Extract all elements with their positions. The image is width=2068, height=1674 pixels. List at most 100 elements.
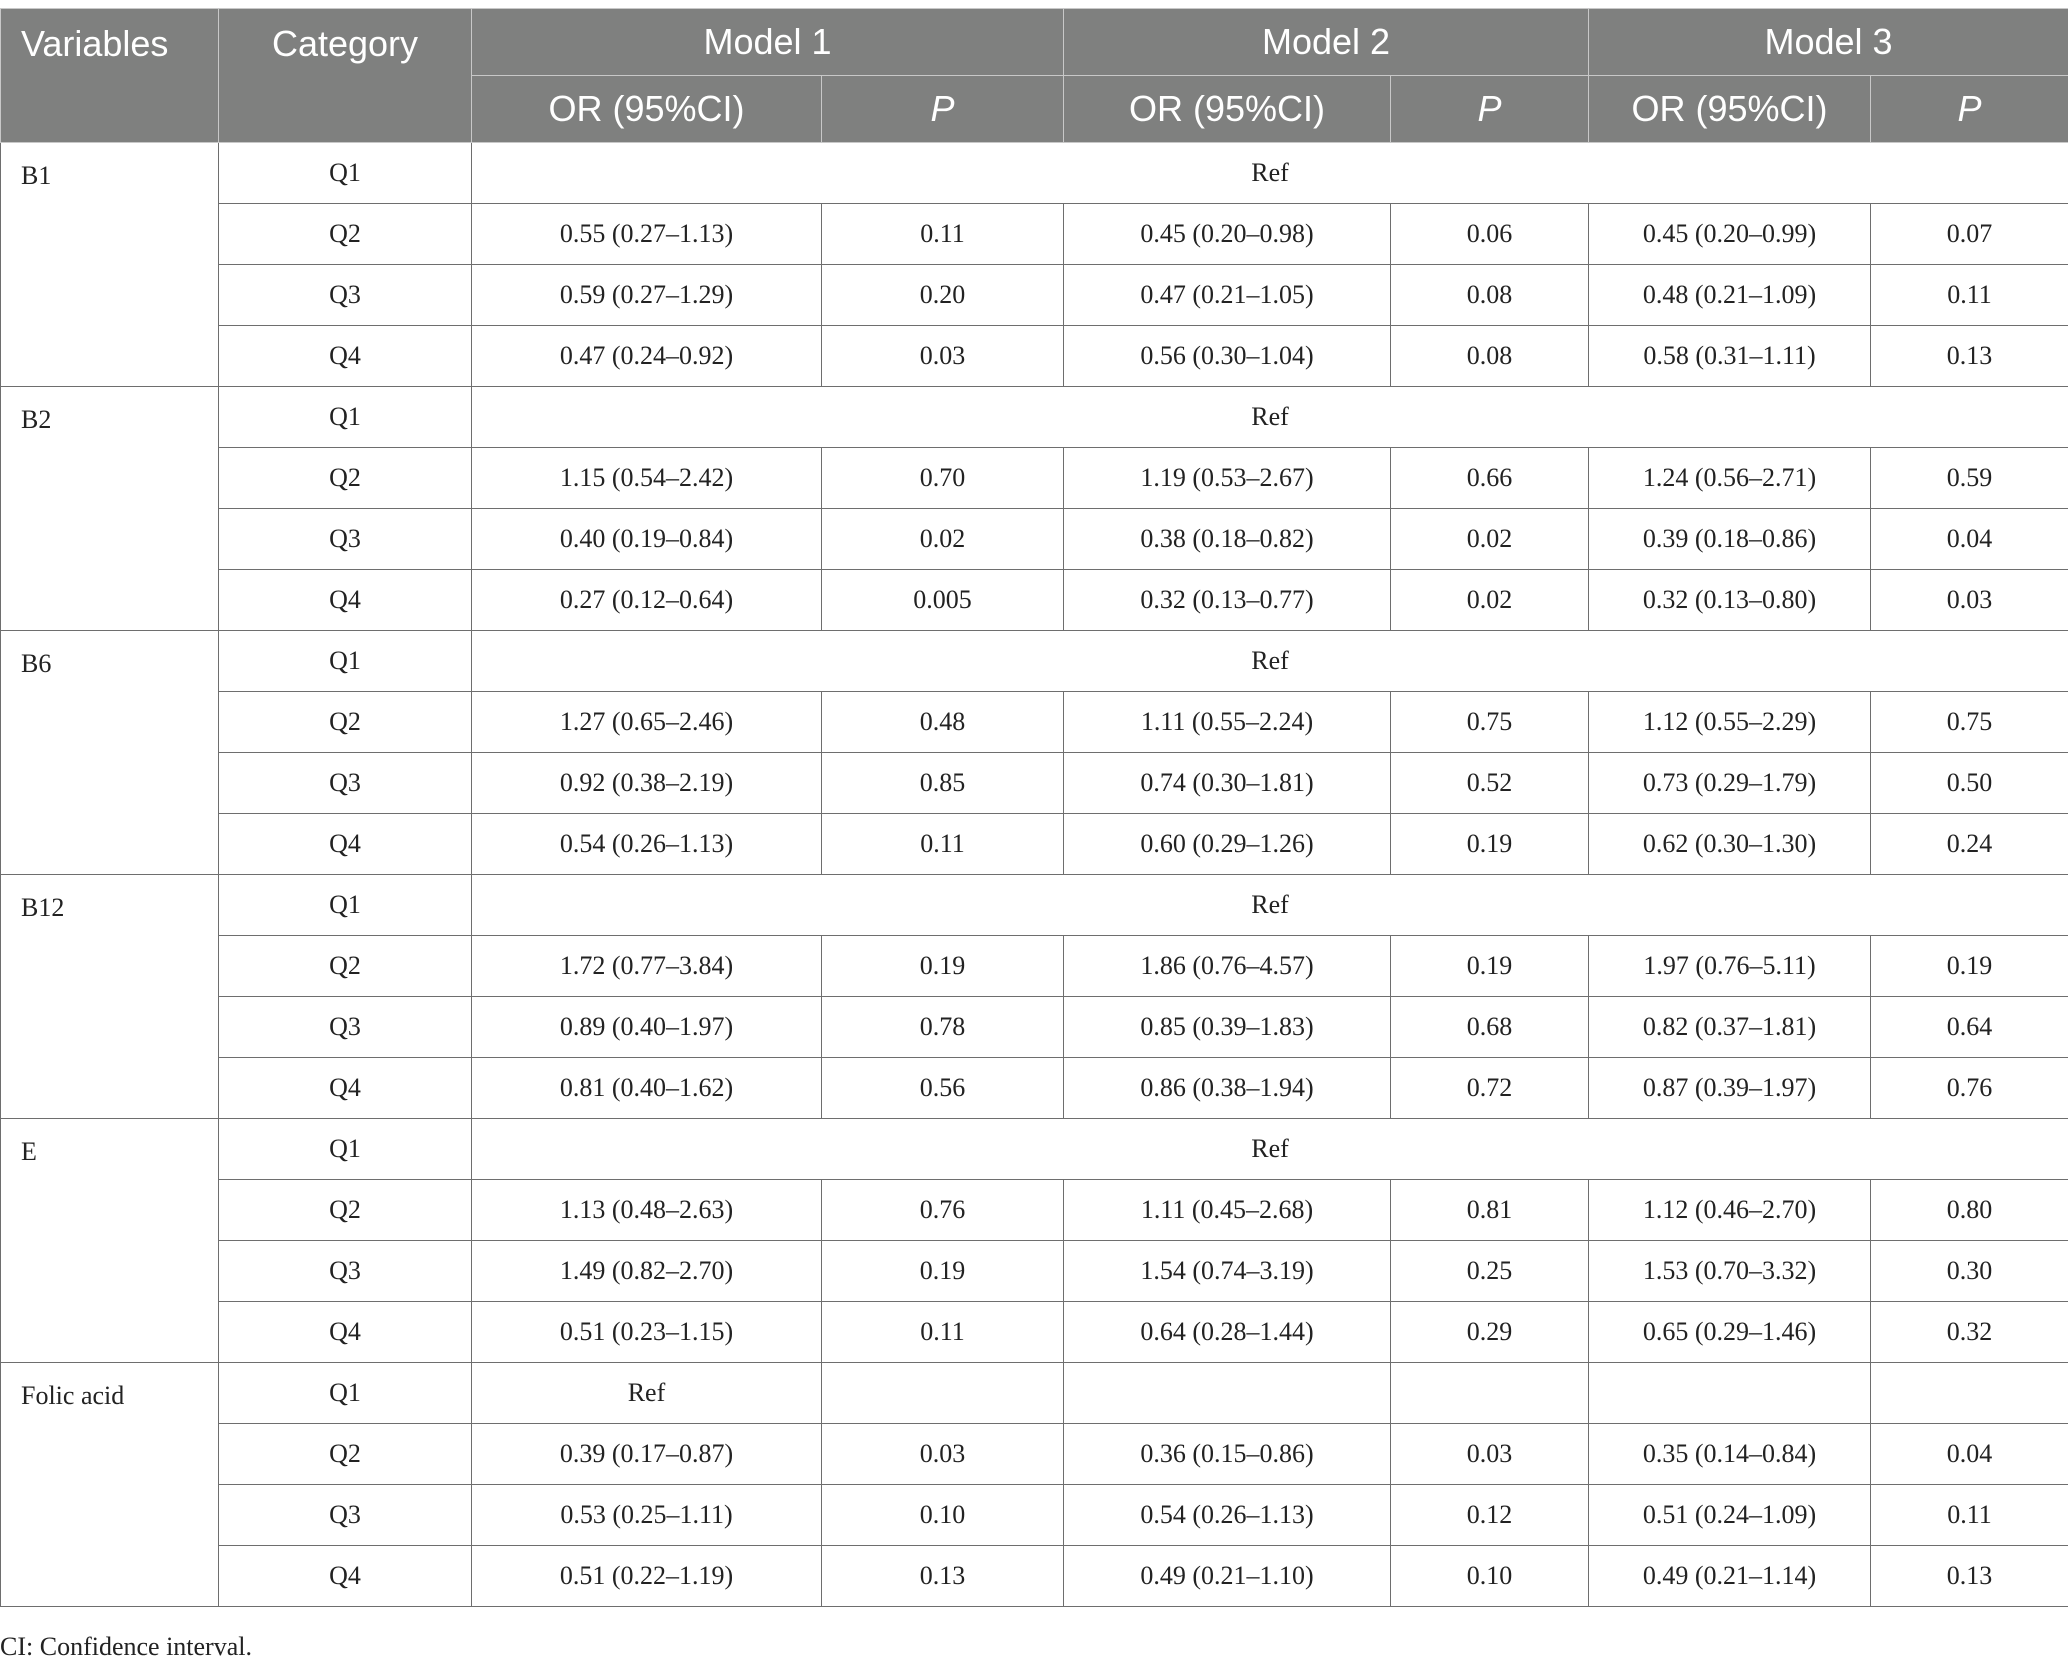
p-value-cell: 0.11 <box>1870 264 2068 326</box>
or-ci-cell: 0.87 (0.39–1.97) <box>1588 1057 1872 1119</box>
header-variables: Variables <box>0 8 219 143</box>
p-value-cell: 0.64 <box>1870 996 2068 1058</box>
category-cell: Q4 <box>218 1057 472 1119</box>
p-value-cell: 0.48 <box>820 691 1065 753</box>
table-row: Q3 0.89 (0.40–1.97) 0.78 0.85 (0.39–1.83) 0.… <box>1 996 2068 1058</box>
or-ci-cell: 0.32 (0.13–0.80) <box>1588 569 1872 631</box>
or-ci-cell: 0.53 (0.25–1.11) <box>471 1484 822 1546</box>
table-row: Q4 0.54 (0.26–1.13) 0.11 0.60 (0.29–1.26) 0.… <box>1 813 2068 875</box>
category-cell: Q4 <box>218 569 472 631</box>
p-value-cell: 0.04 <box>1870 508 2068 570</box>
or-ci-cell: 0.55 (0.27–1.13) <box>471 203 822 265</box>
p-value-cell: 0.10 <box>820 1484 1065 1546</box>
or-ci-cell: 1.54 (0.74–3.19) <box>1063 1240 1392 1302</box>
category-cell: Q2 <box>218 935 472 997</box>
variable-cell: E <box>0 1118 219 1363</box>
or-ci-cell: 0.65 (0.29–1.46) <box>1588 1301 1872 1363</box>
header-category: Category <box>218 8 472 143</box>
p-value-cell: 0.75 <box>1390 691 1590 753</box>
p-value-cell: 0.66 <box>1390 447 1590 509</box>
or-ci-cell: 1.19 (0.53–2.67) <box>1063 447 1392 509</box>
category-cell: Q4 <box>218 813 472 875</box>
or-ci-cell: 0.89 (0.40–1.97) <box>471 996 822 1058</box>
table-row: B1 Q1 Ref <box>0 142 2068 387</box>
p-value-cell: 0.25 <box>1390 1240 1590 1302</box>
or-ci-cell: 0.49 (0.21–1.14) <box>1588 1545 1872 1607</box>
p-value-cell: 0.13 <box>820 1545 1065 1607</box>
or-ci-cell: 0.81 (0.40–1.62) <box>471 1057 822 1119</box>
p-value-cell: 0.11 <box>820 1301 1065 1363</box>
or-ci-cell: 1.15 (0.54–2.42) <box>471 447 822 509</box>
or-ci-cell: 0.51 (0.22–1.19) <box>471 1545 822 1607</box>
or-ci-cell: 1.27 (0.65–2.46) <box>471 691 822 753</box>
p-value-cell: 0.19 <box>1870 935 2068 997</box>
or-ci-cell: 1.11 (0.45–2.68) <box>1063 1179 1392 1241</box>
header-p-model-3: P <box>1870 75 2068 143</box>
table-row: Q2 1.27 (0.65–2.46) 0.48 1.11 (0.55–2.24) 0.… <box>1 691 2068 753</box>
category-cell: Q3 <box>218 508 472 570</box>
p-value-cell: 0.50 <box>1870 752 2068 814</box>
p-value-cell: 0.02 <box>820 508 1065 570</box>
p-value-cell: 0.80 <box>1870 1179 2068 1241</box>
table-row: Folic acid Q1 Ref <box>0 1362 2068 1607</box>
header-row-stats: OR (95%CI) P OR (95%CI) P OR (95%CI) P <box>1 75 2068 143</box>
category-cell: Q3 <box>218 996 472 1058</box>
p-value-cell: 0.02 <box>1390 569 1590 631</box>
header-or-model-2: OR (95%CI) <box>1063 75 1392 143</box>
or-ci-cell: 1.13 (0.48–2.63) <box>471 1179 822 1241</box>
p-value-cell: 0.32 <box>1870 1301 2068 1363</box>
p-value-cell: 0.30 <box>1870 1240 2068 1302</box>
or-ci-cell <box>1588 1362 1872 1424</box>
category-cell: Q3 <box>218 264 472 326</box>
or-ci-cell: 0.47 (0.24–0.92) <box>471 325 822 387</box>
odds-ratio-table: Variables Category Model 1 Model 2 Model… <box>0 8 2068 1607</box>
or-ci-cell: 0.86 (0.38–1.94) <box>1063 1057 1392 1119</box>
or-ci-cell: 0.54 (0.26–1.13) <box>1063 1484 1392 1546</box>
or-ci-cell: 0.85 (0.39–1.83) <box>1063 996 1392 1058</box>
or-ci-cell: 1.12 (0.46–2.70) <box>1588 1179 1872 1241</box>
table-row: Q2 0.39 (0.17–0.87) 0.03 0.36 (0.15–0.86) 0.… <box>1 1423 2068 1485</box>
or-ci-cell: 0.54 (0.26–1.13) <box>471 813 822 875</box>
or-ci-cell: 0.49 (0.21–1.10) <box>1063 1545 1392 1607</box>
header-or-model-3: OR (95%CI) <box>1588 75 1872 143</box>
header-row-models: Variables Category Model 1 Model 2 Model… <box>0 8 2068 143</box>
p-value-cell: 0.005 <box>820 569 1065 631</box>
or-ci-cell: 0.48 (0.21–1.09) <box>1588 264 1872 326</box>
p-value-cell: 0.78 <box>820 996 1065 1058</box>
table-header: Variables Category Model 1 Model 2 Model… <box>0 8 2068 143</box>
category-cell: Q4 <box>218 325 472 387</box>
or-ci-cell: 0.39 (0.18–0.86) <box>1588 508 1872 570</box>
table-row: Q3 1.49 (0.82–2.70) 0.19 1.54 (0.74–3.19) 0.… <box>1 1240 2068 1302</box>
or-ci-cell: Ref <box>471 1362 822 1424</box>
or-ci-cell: 1.24 (0.56–2.71) <box>1588 447 1872 509</box>
table-row: Q3 0.59 (0.27–1.29) 0.20 0.47 (0.21–1.05) 0.… <box>1 264 2068 326</box>
category-cell: Q3 <box>218 1240 472 1302</box>
or-ci-cell: 1.86 (0.76–4.57) <box>1063 935 1392 997</box>
or-ci-cell: 0.62 (0.30–1.30) <box>1588 813 1872 875</box>
variable-cell: B1 <box>0 142 219 387</box>
variable-cell: B12 <box>0 874 219 1119</box>
table-body: B1 Q1 Ref Q2 0.55 (0.27–1.13) 0.11 0.45 (0.20–… <box>0 142 2068 1607</box>
or-ci-cell: 1.11 (0.55–2.24) <box>1063 691 1392 753</box>
table-row: Q3 0.53 (0.25–1.11) 0.10 0.54 (0.26–1.13) 0.… <box>1 1484 2068 1546</box>
p-value-cell: 0.76 <box>1870 1057 2068 1119</box>
or-ci-cell: 1.12 (0.55–2.29) <box>1588 691 1872 753</box>
category-cell: Q2 <box>218 1179 472 1241</box>
table-row: Q4 0.27 (0.12–0.64) 0.005 0.32 (0.13–0.77) 0… <box>1 569 2068 631</box>
p-value-cell: 0.75 <box>1870 691 2068 753</box>
table-row: Q2 1.13 (0.48–2.63) 0.76 1.11 (0.45–2.68) 0.… <box>1 1179 2068 1241</box>
reference-cell: Ref <box>470 386 2068 448</box>
p-value-cell: 0.70 <box>820 447 1065 509</box>
table-row: E Q1 Ref <box>0 1118 2068 1363</box>
category-cell: Q4 <box>218 1545 472 1607</box>
p-value-cell: 0.13 <box>1870 1545 2068 1607</box>
p-value-cell <box>820 1362 1065 1424</box>
or-ci-cell: 0.60 (0.29–1.26) <box>1063 813 1392 875</box>
p-value-cell <box>1870 1362 2068 1424</box>
category-cell: Q2 <box>218 691 472 753</box>
table-row: Q4 0.51 (0.23–1.15) 0.11 0.64 (0.28–1.44) 0.… <box>1 1301 2068 1363</box>
category-cell: Q1 <box>218 386 472 448</box>
or-ci-cell: 1.97 (0.76–5.11) <box>1588 935 1872 997</box>
or-ci-cell <box>1063 1362 1392 1424</box>
category-cell: Q3 <box>218 752 472 814</box>
